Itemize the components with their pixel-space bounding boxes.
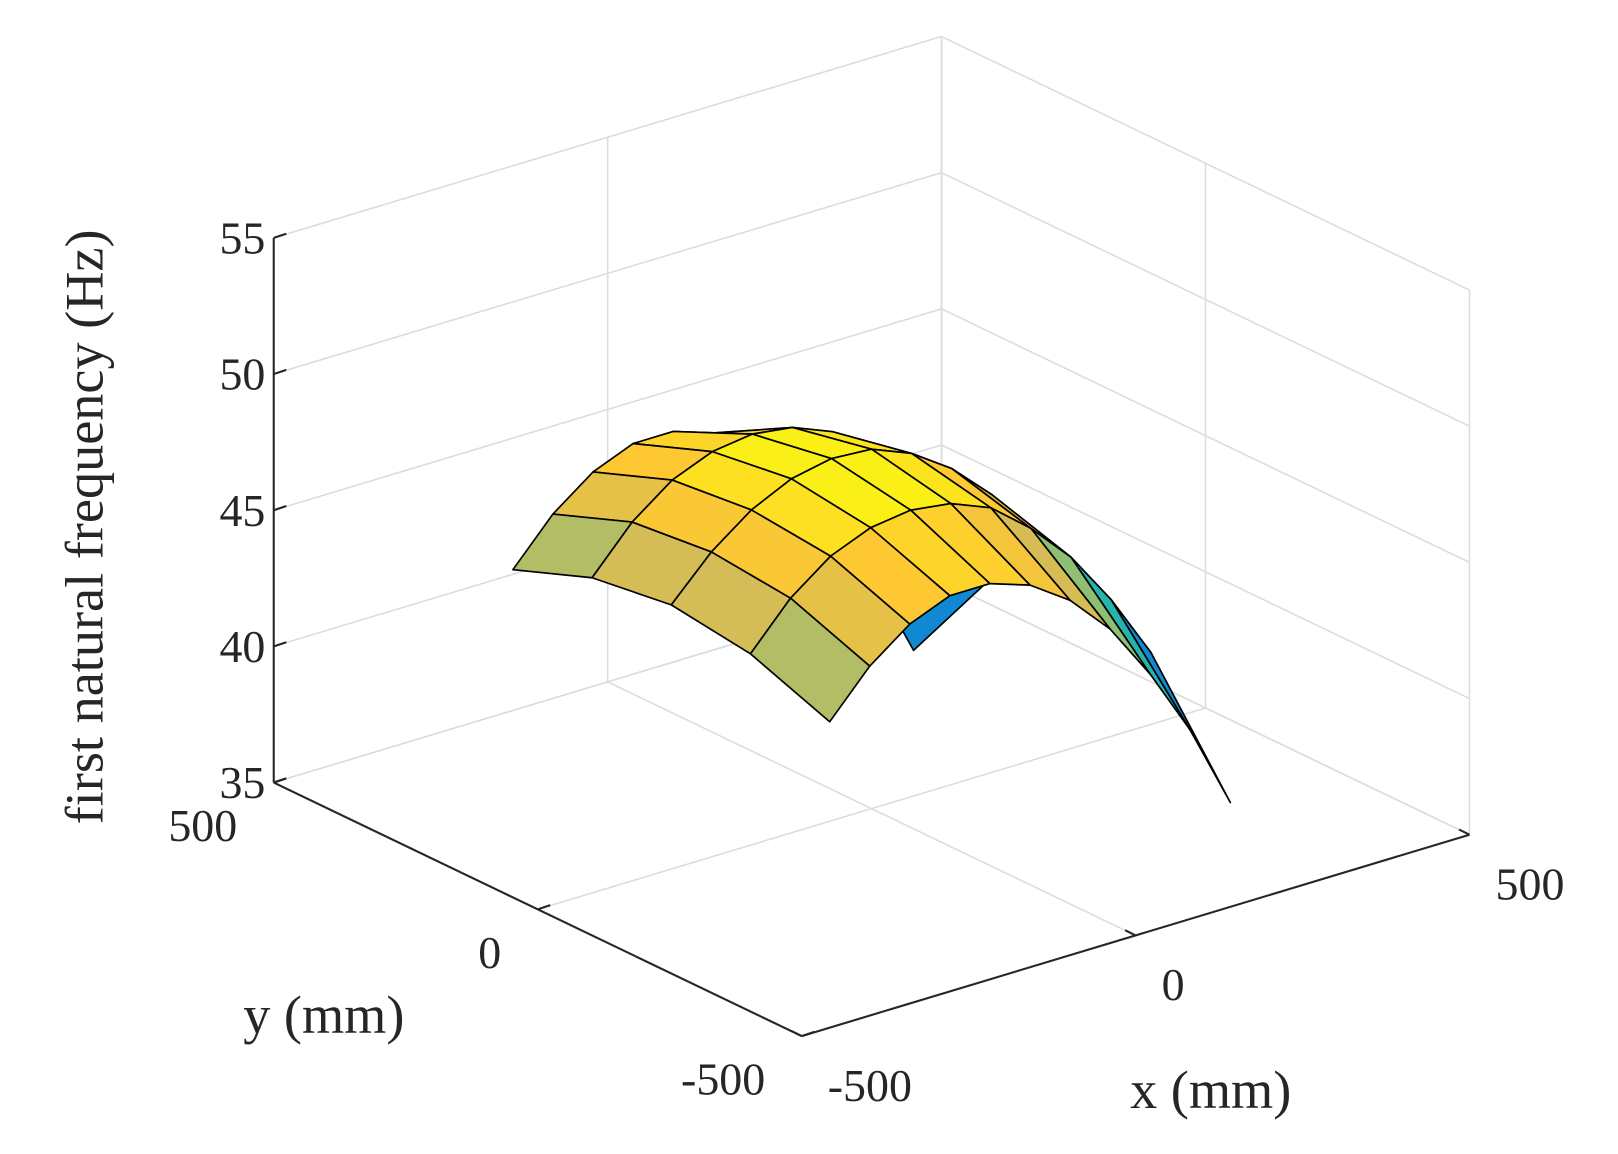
y-tick: [273, 777, 287, 784]
grid-line: [941, 308, 1470, 564]
x-tick-label: 500: [1496, 858, 1565, 909]
x-axis-label: x (mm): [1130, 1060, 1291, 1120]
grid-line: [537, 707, 1206, 911]
y-axis-label: y (mm): [243, 985, 404, 1045]
axes-layer: 35 40 45 50 55 -500 0 500 -500 0 500: [168, 213, 1564, 1111]
grid-line: [941, 35, 1470, 291]
z-axis-label: first natural frequency (Hz): [55, 229, 115, 824]
grid-line: [273, 35, 942, 239]
y-tick-label: -500: [681, 1054, 765, 1105]
grid-line: [273, 308, 942, 511]
z-tick: [273, 232, 287, 239]
grid-line: [273, 171, 942, 375]
grid-line: [941, 580, 1470, 836]
x-tick: [1458, 828, 1470, 836]
y-tick-label: 500: [168, 800, 237, 851]
grid-line: [941, 171, 1470, 427]
x-tick-label: 0: [1162, 959, 1185, 1010]
x-tick: [790, 1029, 803, 1038]
y-tick: [537, 904, 551, 911]
z-tick-label: 50: [219, 349, 265, 400]
z-tick: [273, 505, 287, 512]
grid-line: [941, 444, 1470, 700]
x-tick-label: -500: [828, 1060, 912, 1111]
z-tick-label: 40: [219, 621, 265, 672]
y-tick-label: 0: [478, 927, 501, 978]
surface-patch: [749, 597, 871, 723]
surface-layer: [512, 426, 1232, 804]
z-tick-label: 35: [219, 757, 265, 808]
y-tick: [801, 1030, 815, 1038]
z-tick: [273, 641, 287, 648]
z-tick-label: 55: [219, 213, 265, 264]
z-tick-label: 45: [219, 485, 265, 536]
x-tick: [1124, 929, 1137, 937]
z-tick: [273, 368, 287, 376]
